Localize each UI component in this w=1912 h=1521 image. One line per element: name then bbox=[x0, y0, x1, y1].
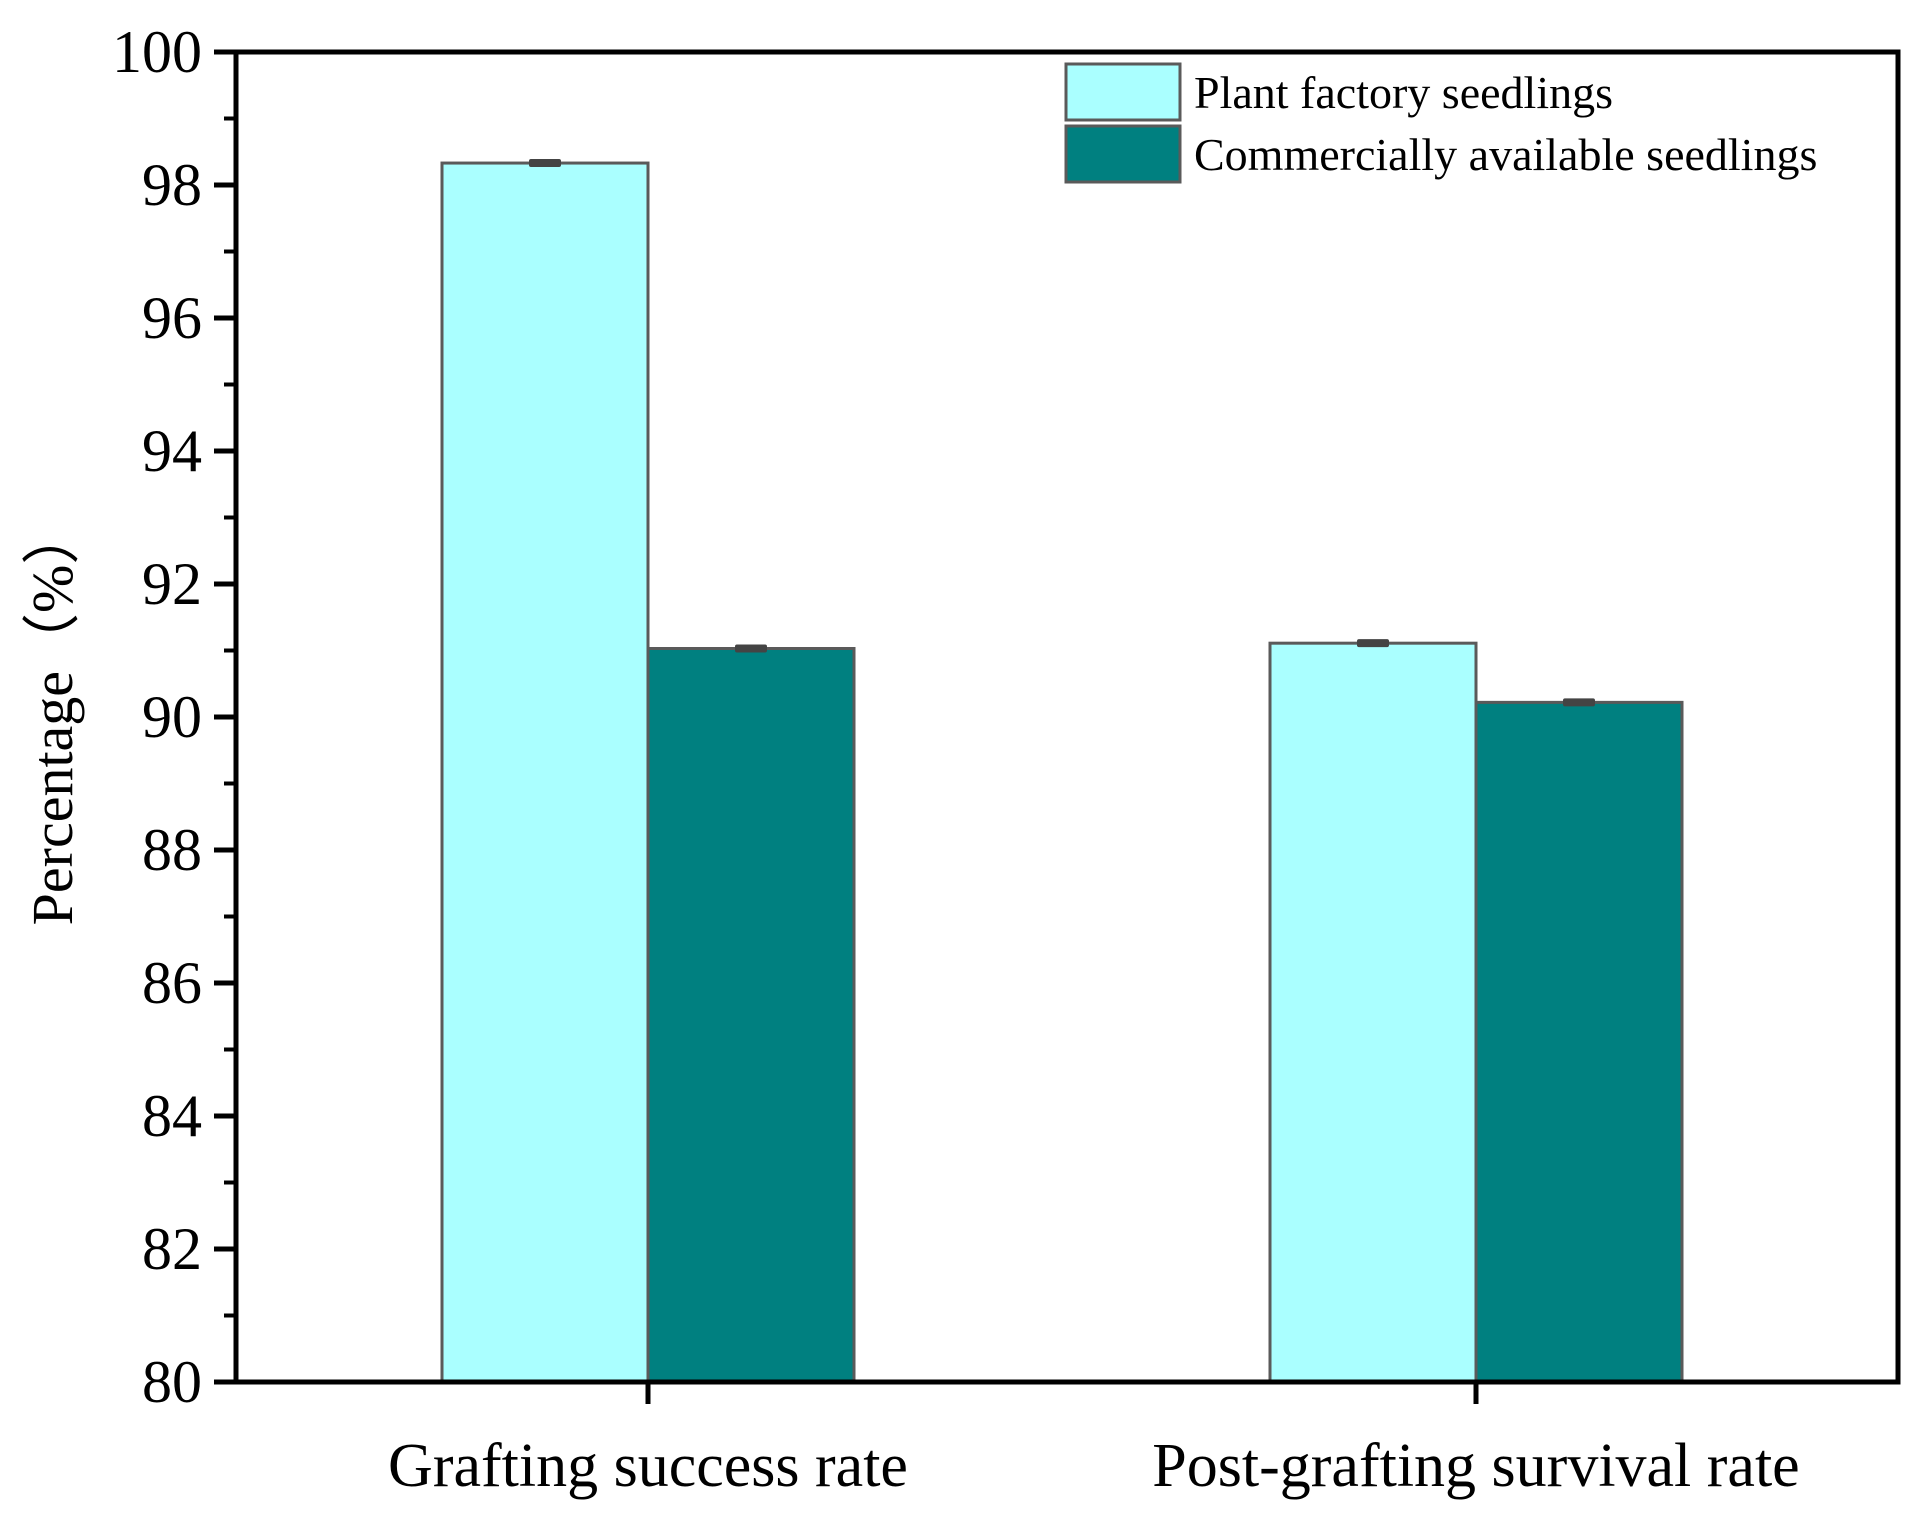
bar-commercial-0 bbox=[646, 647, 856, 1384]
bars-layer bbox=[440, 159, 1684, 1384]
error-cap-0-0 bbox=[529, 159, 561, 168]
y-tick-label: 82 bbox=[142, 1216, 202, 1282]
bar-plant-factory-1 bbox=[1268, 641, 1478, 1384]
error-cap-1-1 bbox=[1563, 698, 1595, 707]
y-tick-label: 98 bbox=[142, 152, 202, 218]
error-cap-1-0 bbox=[735, 644, 767, 653]
error-cap-0-1 bbox=[1357, 639, 1389, 648]
bar-plant-factory-0 bbox=[440, 161, 650, 1384]
y-tick-label: 86 bbox=[142, 950, 202, 1016]
x-category-label-post-grafting-survival: Post-grafting survival rate bbox=[1152, 1432, 1799, 1500]
x-category-label-grafting-success: Grafting success rate bbox=[388, 1432, 908, 1500]
legend-label-plant-factory: Plant factory seedlings bbox=[1194, 67, 1613, 118]
legend: Plant factory seedlings Commercially ava… bbox=[1064, 62, 1817, 184]
y-tick-label: 94 bbox=[142, 418, 202, 484]
axes-layer: 80 82 84 86 88 90 92 94 96 98 100 bbox=[112, 19, 1901, 1415]
bar-commercial-1 bbox=[1474, 700, 1684, 1384]
y-axis-title: Percentage（%） bbox=[20, 507, 85, 926]
y-tick-label: 92 bbox=[142, 551, 202, 617]
legend-swatch-plant-factory bbox=[1064, 62, 1182, 122]
y-tick-label: 84 bbox=[142, 1083, 202, 1149]
y-tick-label: 88 bbox=[142, 817, 202, 883]
y-tick-label: 100 bbox=[112, 19, 202, 85]
legend-label-commercial: Commercially available seedlings bbox=[1194, 129, 1817, 180]
y-tick-label: 80 bbox=[142, 1349, 202, 1415]
y-tick-label: 96 bbox=[142, 285, 202, 351]
legend-swatch-commercial bbox=[1064, 124, 1182, 184]
y-tick-label: 90 bbox=[142, 684, 202, 750]
